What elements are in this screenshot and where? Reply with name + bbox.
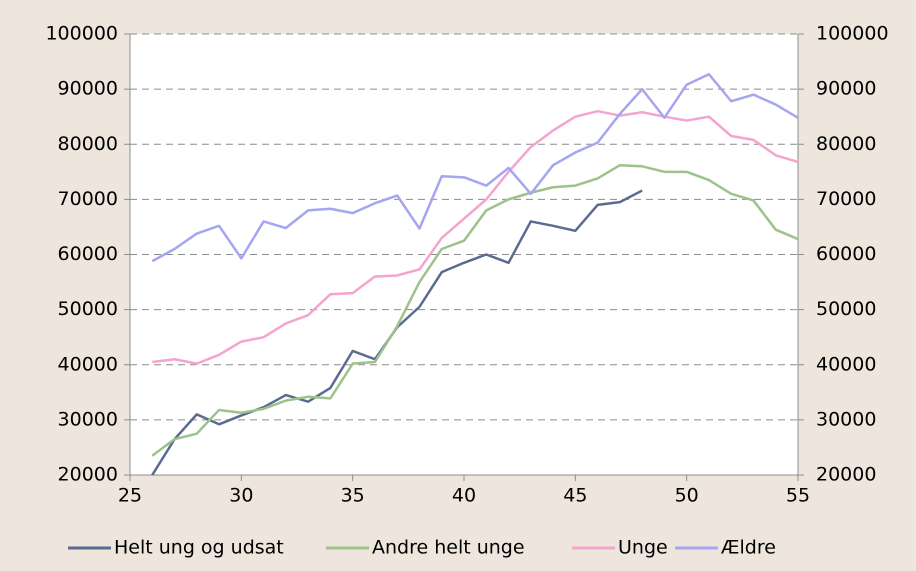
line — [151, 163, 799, 457]
legend-label: Unge — [618, 537, 668, 559]
x-tick-label: 55 — [786, 485, 810, 507]
y2-tick-label: 100000 — [816, 23, 889, 45]
y-tick-label: 80000 — [58, 133, 118, 155]
y2-tick-label: 90000 — [816, 78, 876, 100]
y2-tick-label: 40000 — [816, 353, 876, 375]
y2-tick-label: 80000 — [816, 133, 876, 155]
y2-tick-label: 50000 — [816, 298, 876, 320]
x-tick-label: 25 — [118, 485, 142, 507]
x-tick-label: 50 — [675, 485, 699, 507]
y-tick-label: 40000 — [58, 353, 118, 375]
y2-tick-label: 30000 — [816, 408, 876, 430]
legend-label: Andre helt unge — [372, 537, 525, 559]
legend-label: Ældre — [721, 537, 776, 559]
y-tick-label: 20000 — [58, 464, 118, 486]
y2-tick-label: 20000 — [816, 464, 876, 486]
y-tick-label: 90000 — [58, 78, 118, 100]
y-tick-label: 30000 — [58, 408, 118, 430]
y-tick-label: 60000 — [58, 243, 118, 265]
x-tick-label: 40 — [452, 485, 476, 507]
y-tick-label: 50000 — [58, 298, 118, 320]
x-tick-label: 30 — [229, 485, 253, 507]
y-tick-label: 100000 — [45, 23, 118, 45]
y2-tick-label: 70000 — [816, 188, 876, 210]
y2-tick-label: 60000 — [816, 243, 876, 265]
line — [152, 109, 799, 365]
y-tick-label: 70000 — [58, 188, 118, 210]
x-tick-label: 35 — [341, 485, 365, 507]
x-tick-label: 45 — [563, 485, 587, 507]
legend-label: Helt ung og udsat — [114, 537, 284, 559]
line — [151, 72, 799, 263]
